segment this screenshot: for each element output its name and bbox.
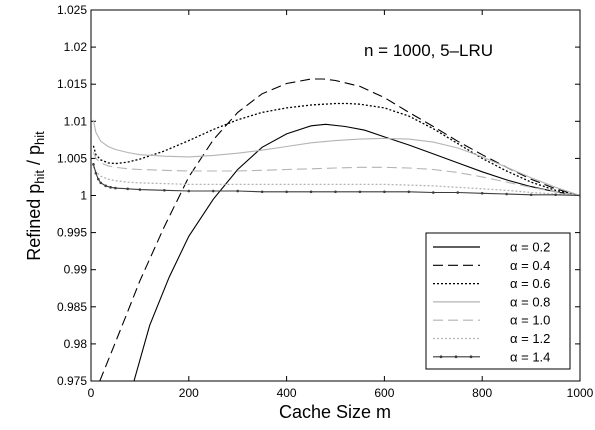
series-marker <box>109 186 112 189</box>
series-marker <box>163 189 166 192</box>
legend-label: α = 1.2 <box>510 331 550 346</box>
legend-label: α = 0.8 <box>510 294 550 309</box>
x-tick-label: 200 <box>179 386 199 400</box>
series-marker <box>114 186 117 190</box>
y-axis-label-sub1: hit <box>32 170 47 184</box>
legend-marker <box>454 355 458 359</box>
y-tick-label: 0.975 <box>57 374 87 388</box>
series-marker <box>187 189 191 193</box>
legend-label: α = 0.4 <box>510 258 550 273</box>
series-marker <box>334 190 337 194</box>
legend-label: α = 0.6 <box>510 276 550 291</box>
series-marker <box>554 193 557 197</box>
series-marker <box>407 190 411 194</box>
y-tick-label: 0.99 <box>64 263 88 277</box>
legend: α = 0.2 α = 0.4 α = 0.6 α = 0.8 α = 1.0 α = 1… <box>425 232 571 370</box>
series-marker <box>99 181 103 185</box>
series-marker <box>126 187 129 191</box>
series-marker <box>505 192 508 196</box>
series-marker <box>456 191 460 194</box>
series-marker <box>285 190 288 194</box>
series-marker <box>529 193 533 197</box>
series-marker <box>211 189 215 193</box>
legend-marker <box>439 355 443 359</box>
series-marker <box>97 177 100 181</box>
series-marker <box>92 163 95 166</box>
series-line-1 <box>133 123 580 381</box>
y-axis-label-mid: / p <box>24 145 44 170</box>
y-tick-label: 1.025 <box>57 3 87 17</box>
chart-annotation: n = 1000, 5–LRU <box>364 41 493 60</box>
axis-ticks: 0 200 400 600 800 1000 0.975 0.98 0.985 0.99 0.995… <box>57 3 594 400</box>
x-tick-label: 600 <box>374 386 394 400</box>
series-marker <box>260 190 264 194</box>
series-marker <box>94 171 98 175</box>
series-line-2 <box>99 78 580 381</box>
y-axis-label-main: Refined p <box>24 184 44 261</box>
legend-label: α = 1.4 <box>510 349 550 364</box>
y-tick-label: 1.005 <box>57 151 87 165</box>
y-tick-label: 1 <box>80 189 87 203</box>
series-marker <box>383 190 386 194</box>
x-tick-label: 400 <box>277 386 297 400</box>
series-line-4 <box>92 119 580 197</box>
series-marker <box>358 190 362 194</box>
y-axis-label: Refined phit / phit <box>24 131 47 261</box>
y-tick-label: 1.01 <box>64 114 88 128</box>
x-tick-label: 1000 <box>567 386 594 400</box>
series-line-5 <box>92 152 580 197</box>
series-marker <box>138 188 142 191</box>
series-marker <box>309 190 313 194</box>
series-marker <box>104 184 107 188</box>
series-marker <box>432 191 435 194</box>
y-tick-label: 1.015 <box>57 77 87 91</box>
legend-marker <box>469 355 473 359</box>
series-marker <box>236 189 239 193</box>
y-tick-label: 0.985 <box>57 300 87 314</box>
series-marker <box>480 191 484 195</box>
legend-box <box>425 232 571 370</box>
x-axis-label: Cache Size m <box>279 402 391 422</box>
y-tick-label: 0.995 <box>57 226 87 240</box>
y-tick-label: 0.98 <box>64 337 88 351</box>
series-layer <box>92 78 580 381</box>
y-tick-label: 1.02 <box>64 40 88 54</box>
x-tick-label: 0 <box>88 386 95 400</box>
legend-label: α = 0.2 <box>510 240 550 255</box>
series-marker <box>578 194 580 197</box>
legend-label: α = 1.0 <box>510 313 550 328</box>
x-tick-label: 800 <box>472 386 492 400</box>
y-axis-label-sub2: hit <box>32 131 47 145</box>
